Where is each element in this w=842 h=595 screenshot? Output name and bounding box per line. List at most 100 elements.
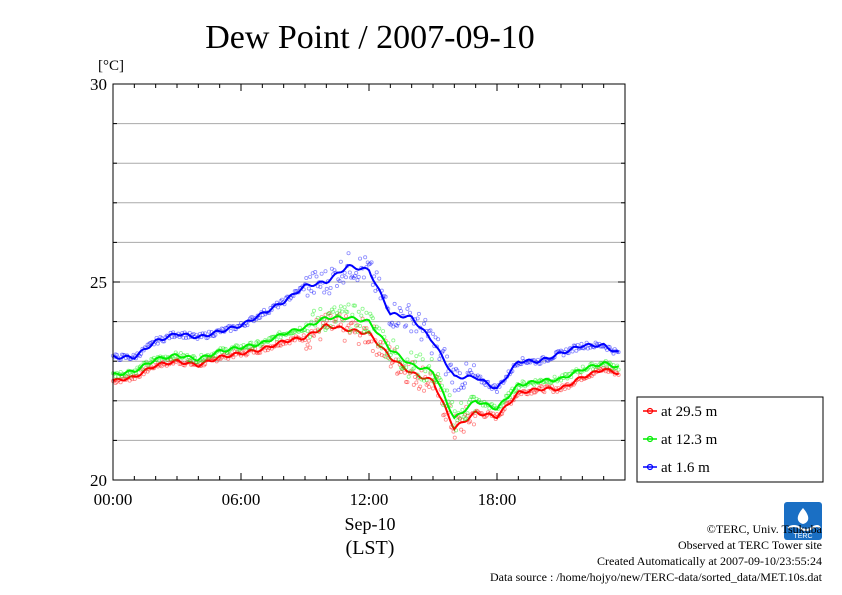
data-point — [287, 297, 292, 302]
data-point — [459, 427, 464, 432]
data-point — [404, 365, 409, 370]
data-point — [128, 372, 133, 377]
data-point — [465, 411, 470, 416]
data-point — [382, 353, 387, 358]
data-point — [387, 321, 392, 326]
data-point — [320, 324, 325, 329]
data-point — [384, 351, 389, 356]
data-point — [579, 378, 584, 383]
data-point — [327, 311, 332, 316]
data-point — [443, 372, 448, 377]
data-point — [346, 323, 351, 328]
data-point — [461, 414, 466, 419]
series-at-12-3-m — [111, 302, 621, 433]
data-point — [401, 366, 406, 371]
data-point — [354, 323, 359, 328]
data-point — [347, 270, 352, 275]
data-point — [562, 387, 567, 392]
data-point — [423, 317, 428, 322]
data-point — [368, 261, 373, 266]
data-point — [337, 279, 342, 284]
data-point — [442, 347, 447, 352]
data-point — [223, 346, 228, 351]
data-point — [278, 343, 283, 348]
data-point — [331, 309, 336, 314]
data-point — [364, 310, 369, 315]
data-point — [462, 417, 467, 422]
data-point — [349, 327, 354, 332]
data-point — [506, 391, 511, 396]
data-point — [260, 313, 265, 318]
data-point — [250, 346, 255, 351]
grid-lines — [113, 123, 625, 441]
data-point — [318, 284, 323, 289]
data-point — [470, 394, 475, 399]
data-point — [364, 326, 369, 331]
data-point — [172, 335, 177, 340]
data-point — [366, 262, 371, 267]
data-point — [391, 338, 396, 343]
data-point — [406, 303, 411, 308]
data-point — [343, 275, 348, 280]
data-point — [213, 353, 218, 358]
data-point — [350, 312, 355, 317]
data-point — [206, 329, 211, 334]
data-point — [323, 328, 328, 333]
data-point — [315, 315, 320, 320]
data-point — [169, 335, 174, 340]
data-point — [191, 354, 196, 359]
data-point — [279, 297, 284, 302]
data-point — [221, 326, 226, 331]
data-point — [487, 406, 492, 411]
data-point — [245, 345, 250, 350]
data-point — [305, 329, 310, 334]
data-point — [383, 355, 388, 360]
data-point — [274, 337, 279, 342]
data-point — [445, 388, 450, 393]
data-point — [455, 418, 460, 423]
legend-label: at 12.3 m — [661, 432, 718, 448]
data-point — [351, 275, 356, 280]
data-point — [456, 387, 461, 392]
y-tick-label: 30 — [90, 75, 107, 94]
data-point — [201, 358, 206, 363]
data-point — [130, 377, 135, 382]
series-group — [111, 251, 621, 440]
data-point — [514, 388, 519, 393]
data-point — [358, 256, 363, 261]
data-point — [304, 346, 309, 351]
series-line — [112, 322, 619, 432]
data-point — [145, 342, 150, 347]
data-point — [268, 336, 273, 341]
data-point — [566, 372, 571, 377]
data-point — [157, 358, 162, 363]
data-point — [356, 309, 361, 314]
data-point — [328, 286, 333, 291]
data-point — [302, 328, 307, 333]
data-point — [352, 330, 357, 335]
data-point — [288, 331, 293, 336]
series-at-29-5-m — [111, 311, 621, 440]
data-point — [400, 366, 405, 371]
data-point — [377, 326, 382, 331]
data-point — [564, 372, 569, 377]
data-point — [269, 334, 274, 339]
data-point — [515, 363, 520, 368]
data-point — [363, 255, 368, 260]
data-point — [418, 352, 423, 357]
data-point — [579, 341, 584, 346]
data-point — [262, 307, 267, 312]
data-point — [456, 415, 461, 420]
data-point — [365, 329, 370, 334]
data-point — [356, 342, 361, 347]
data-point — [477, 398, 482, 403]
data-point — [462, 381, 467, 386]
data-point — [374, 270, 379, 275]
data-point — [450, 399, 455, 404]
data-point — [255, 339, 260, 344]
data-point — [355, 323, 360, 328]
data-point — [347, 329, 352, 334]
data-point — [360, 306, 365, 311]
data-point — [521, 380, 526, 385]
data-point — [355, 278, 360, 283]
